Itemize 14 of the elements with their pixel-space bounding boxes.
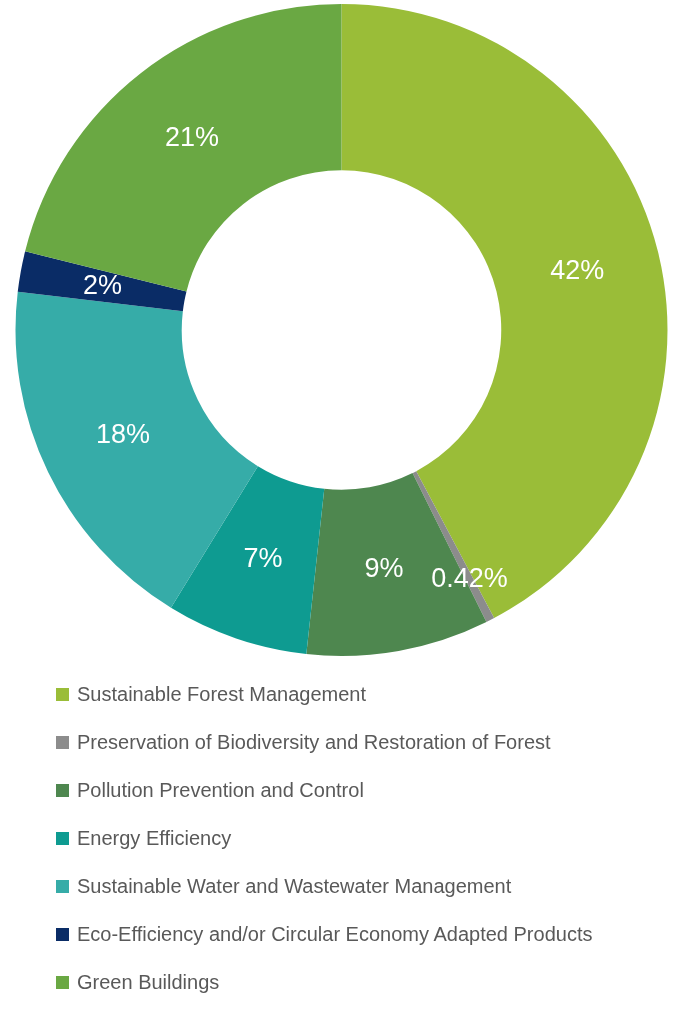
data-label: 21% bbox=[164, 122, 219, 153]
legend-label: Sustainable Water and Wastewater Management bbox=[77, 874, 512, 898]
legend-label: Eco-Efficiency and/or Circular Economy Adapted Products bbox=[77, 922, 593, 946]
legend-label: Energy Efficiency bbox=[77, 826, 232, 850]
data-label: 9% bbox=[364, 552, 404, 583]
data-label: 42% bbox=[550, 254, 605, 285]
data-label: 7% bbox=[243, 543, 283, 574]
data-label: 18% bbox=[95, 419, 150, 450]
legend-label: Sustainable Forest Management bbox=[77, 682, 367, 706]
data-label: 2% bbox=[83, 269, 123, 300]
legend-label: Green Buildings bbox=[77, 970, 220, 994]
legend-label: Pollution Prevention and Control bbox=[77, 778, 364, 802]
data-label: 0.42% bbox=[431, 562, 508, 593]
legend-label: Preservation of Biodiversity and Restoration of Forest bbox=[77, 730, 551, 754]
